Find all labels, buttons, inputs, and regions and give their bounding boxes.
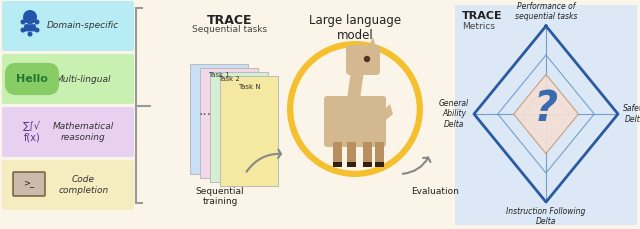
Bar — [333, 142, 342, 164]
Text: ...: ... — [198, 104, 212, 118]
Text: Task N: Task N — [237, 84, 260, 90]
FancyBboxPatch shape — [200, 68, 258, 178]
Text: Metrics: Metrics — [462, 22, 495, 31]
Bar — [347, 162, 356, 167]
Text: Instruction Following
Delta: Instruction Following Delta — [506, 207, 586, 226]
Polygon shape — [367, 37, 377, 51]
Text: General
Ability
Delta: General Ability Delta — [439, 99, 469, 129]
Circle shape — [35, 20, 39, 24]
Circle shape — [294, 48, 416, 170]
Polygon shape — [357, 41, 365, 51]
FancyBboxPatch shape — [2, 107, 134, 157]
FancyBboxPatch shape — [324, 96, 386, 147]
FancyBboxPatch shape — [220, 76, 278, 186]
Circle shape — [365, 57, 369, 62]
Bar — [375, 142, 384, 164]
FancyBboxPatch shape — [190, 64, 248, 174]
Polygon shape — [514, 74, 579, 154]
Bar — [347, 142, 356, 164]
Text: Multi-lingual: Multi-lingual — [56, 74, 111, 84]
Polygon shape — [347, 64, 365, 99]
Text: ?: ? — [534, 88, 558, 130]
Polygon shape — [380, 104, 393, 124]
Text: TRACE: TRACE — [207, 14, 253, 27]
Text: Evaluation: Evaluation — [411, 187, 459, 196]
Bar — [333, 162, 342, 167]
Text: Task 2: Task 2 — [218, 76, 240, 82]
Circle shape — [21, 28, 25, 32]
Circle shape — [28, 16, 32, 20]
FancyBboxPatch shape — [2, 1, 134, 51]
Text: Hello: Hello — [16, 74, 48, 84]
Text: Safety
Delta: Safety Delta — [623, 104, 640, 124]
Polygon shape — [23, 24, 37, 31]
Circle shape — [287, 41, 423, 177]
Circle shape — [28, 32, 32, 36]
FancyBboxPatch shape — [13, 172, 45, 196]
FancyBboxPatch shape — [2, 54, 134, 104]
FancyBboxPatch shape — [210, 72, 268, 182]
Text: Large language
model: Large language model — [309, 14, 401, 42]
Text: TRACE: TRACE — [462, 11, 502, 21]
Text: Code
completion: Code completion — [58, 175, 109, 195]
Text: ∑∫√
f(x): ∑∫√ f(x) — [23, 121, 41, 143]
Circle shape — [24, 11, 36, 23]
Bar — [363, 162, 372, 167]
Circle shape — [35, 28, 39, 32]
Text: Performance of
sequential tasks: Performance of sequential tasks — [515, 2, 577, 21]
Text: Sequential tasks: Sequential tasks — [193, 25, 268, 34]
Text: Sequential
training: Sequential training — [196, 187, 244, 206]
Text: Domain-specific: Domain-specific — [47, 22, 120, 30]
Circle shape — [21, 20, 25, 24]
FancyBboxPatch shape — [455, 5, 637, 225]
Bar — [375, 162, 384, 167]
Text: Task 1: Task 1 — [208, 72, 230, 78]
Text: Mathematical
reasoning: Mathematical reasoning — [52, 122, 114, 142]
FancyBboxPatch shape — [346, 45, 380, 75]
Bar — [363, 142, 372, 164]
FancyBboxPatch shape — [2, 160, 134, 210]
Text: >_: >_ — [24, 180, 35, 188]
